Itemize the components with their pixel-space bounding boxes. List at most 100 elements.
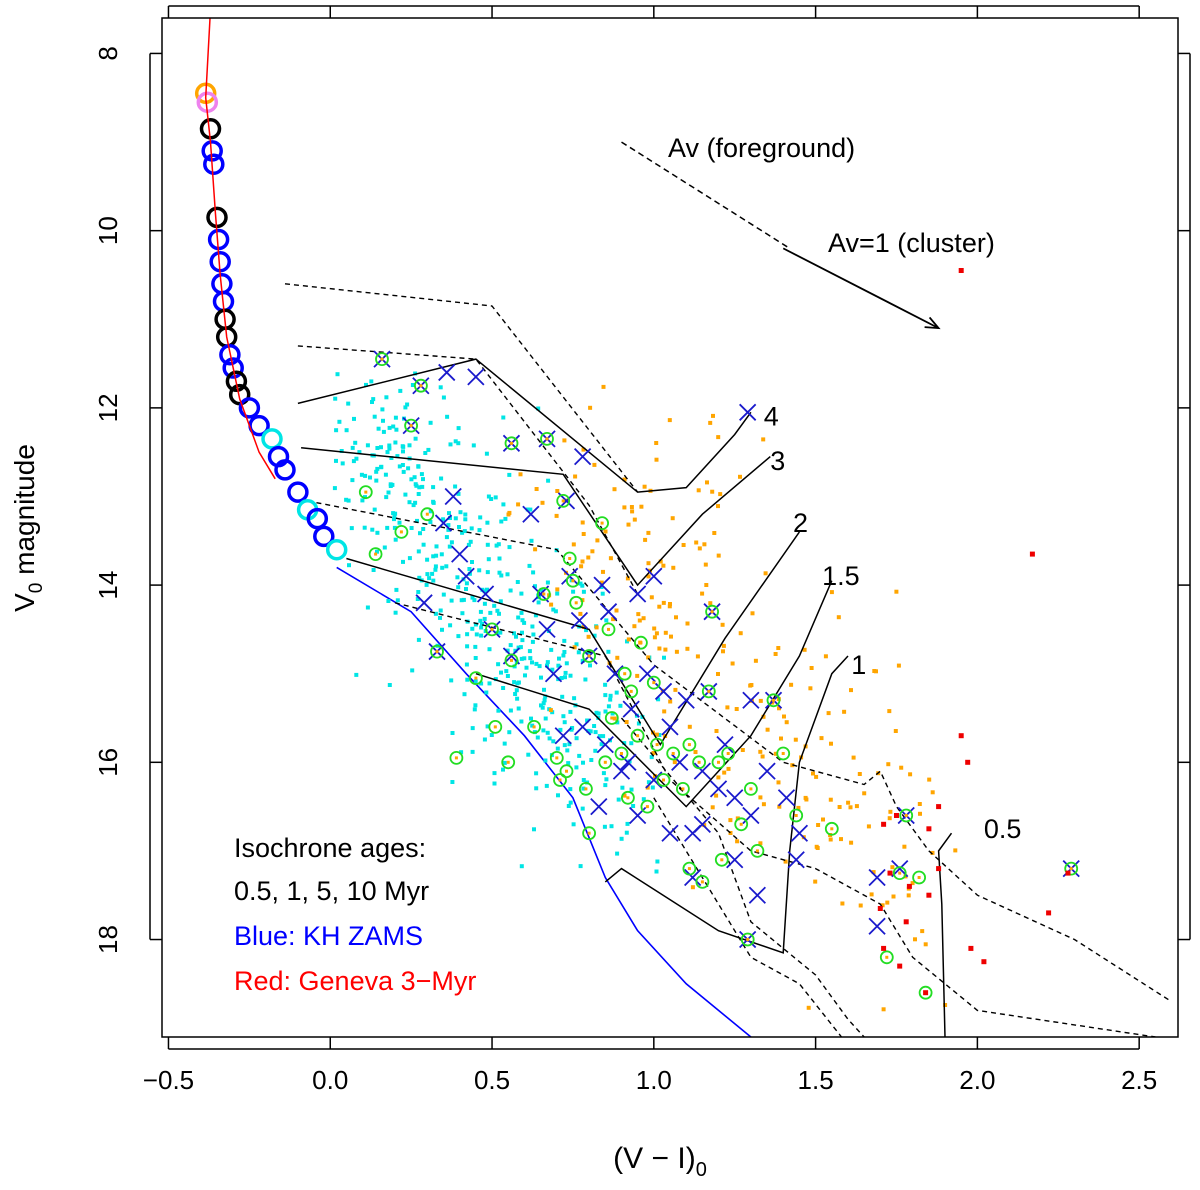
x-marker (590, 797, 608, 816)
orange-point (554, 513, 559, 518)
cyan-point (473, 703, 478, 708)
orange-point (894, 589, 899, 594)
x-marker (684, 868, 702, 887)
cyan-point (568, 787, 573, 792)
hmp-circle (325, 538, 348, 561)
dashed-isochrone (653, 797, 843, 1037)
cyan-point (492, 603, 497, 608)
orange-point (671, 565, 676, 570)
orange-point (813, 879, 818, 884)
cyan-point (411, 503, 416, 508)
orange-point (652, 626, 657, 631)
cyan-point (578, 864, 583, 869)
solid-isochrone (937, 832, 953, 1037)
orange-point (611, 617, 616, 622)
cyan-point (340, 461, 345, 466)
orange-point (646, 574, 651, 579)
orange-point (718, 492, 723, 497)
green-circle (601, 622, 616, 637)
orange-point (796, 805, 801, 810)
cyan-point (539, 703, 543, 708)
cyan-point (504, 669, 509, 674)
orange-point (711, 413, 715, 418)
orange-point (763, 571, 768, 576)
cyan-point (501, 767, 505, 772)
cyan-point (557, 656, 561, 661)
plot-frame (161, 17, 1179, 1038)
x-marker (645, 567, 663, 585)
green-circle (536, 587, 551, 601)
cyan-point (464, 662, 469, 667)
green-circle-center (755, 849, 759, 853)
cyan-point (383, 472, 388, 477)
cyan-point (497, 611, 501, 616)
hmp-circle (206, 206, 228, 229)
cyan-point (581, 589, 586, 594)
green-circle-center (542, 592, 546, 596)
cyan-point (533, 613, 538, 618)
x-marker (677, 691, 695, 709)
orange-point (761, 714, 766, 719)
cyan-point (501, 502, 506, 507)
orange-point (783, 859, 788, 864)
hmp-circle (306, 507, 329, 530)
green-circle (624, 684, 639, 699)
x-marker (415, 594, 433, 612)
cyan-point (532, 827, 536, 832)
orange-point (716, 775, 721, 780)
cyan-point (515, 681, 520, 686)
cyan-point (417, 575, 422, 580)
green-circle-center (587, 831, 591, 835)
orange-point (908, 772, 913, 777)
cyan-point (433, 564, 438, 569)
cyan-point (601, 771, 606, 776)
green-circle (701, 684, 716, 699)
cyan-point (507, 545, 512, 550)
orange-point (603, 529, 608, 534)
cyan-point (485, 587, 489, 592)
geneva-layer (204, 18, 276, 480)
green-circle-center (506, 760, 510, 764)
green-circle-center (726, 752, 730, 755)
orange-point (836, 615, 841, 620)
orange-point (555, 489, 560, 493)
cyan-point (603, 709, 608, 714)
orange-point (594, 625, 599, 630)
cyan-point (346, 498, 351, 503)
orange-point (586, 634, 591, 639)
cyan-point (550, 667, 555, 672)
orange-point (816, 823, 821, 827)
cyan-point (447, 544, 452, 549)
green-circle (468, 671, 483, 685)
cyan-point (564, 661, 569, 666)
cyan-point (335, 372, 340, 377)
green-circle (420, 507, 435, 522)
green-circle-center (749, 787, 753, 791)
orange-point (776, 780, 781, 785)
cyan-point (339, 449, 344, 453)
cyan-point (439, 552, 444, 557)
green-circle (549, 751, 564, 765)
green-circle-center (620, 752, 623, 755)
cyan-point (466, 542, 471, 547)
cyan-point (372, 507, 377, 512)
orange-point (734, 707, 739, 711)
red-point (887, 870, 893, 876)
green-circle (1064, 861, 1079, 876)
cyan-point (610, 711, 615, 716)
orange-point (663, 630, 668, 635)
cyan-point (449, 678, 454, 683)
cyan-point (604, 618, 609, 623)
orange-point (625, 576, 630, 581)
cyan-point (473, 656, 478, 660)
extinction-vectors-layer (621, 141, 941, 330)
cyan-point (609, 824, 614, 829)
cyan-point (549, 647, 554, 652)
orange-point (586, 555, 591, 560)
red-point (965, 759, 971, 765)
cyan-point (477, 568, 482, 573)
cyan-point (390, 482, 395, 487)
cyan-point (531, 632, 536, 637)
cyan-point (581, 786, 586, 791)
